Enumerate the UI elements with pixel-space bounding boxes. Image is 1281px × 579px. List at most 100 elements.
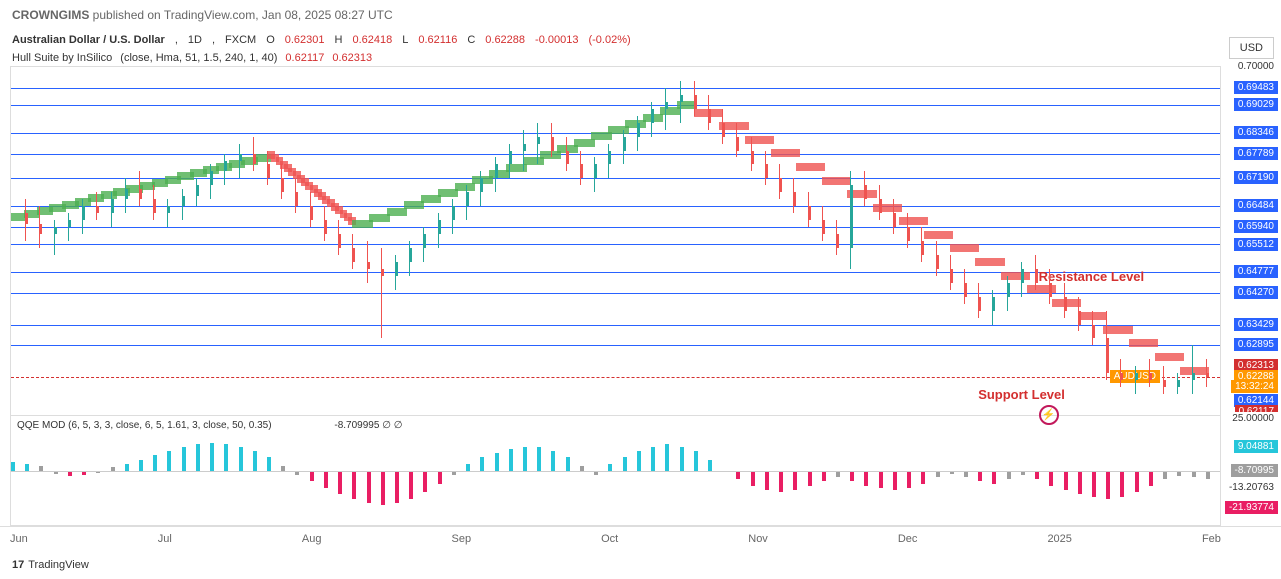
hull-band	[950, 244, 979, 252]
main-chart[interactable]: USD 0.700000.694830.690290.683460.677890…	[10, 66, 1221, 416]
hull-band	[822, 177, 851, 185]
qqe-axis-label: -21.93774	[1225, 501, 1278, 514]
candle-body	[182, 196, 185, 206]
qqe-bar	[623, 457, 627, 470]
candle-body	[239, 154, 242, 161]
qqe-pane[interactable]: QQE MOD (6, 5, 3, 3, close, 6, 5, 1.61, …	[10, 416, 1221, 526]
qqe-bar	[751, 471, 755, 486]
exchange: FXCM	[225, 34, 256, 46]
candle-body	[1021, 269, 1024, 283]
candle-body	[594, 164, 597, 178]
annotation-text: Support Level	[978, 387, 1065, 402]
qqe-axis-label: -8.70995	[1231, 464, 1278, 477]
candle-body	[1064, 297, 1067, 311]
price-level-label: 0.62895	[1234, 338, 1278, 351]
candle-body	[338, 234, 341, 248]
candle-body	[1192, 373, 1195, 380]
candle-body	[310, 206, 313, 220]
candle-body	[167, 206, 170, 213]
qqe-bar	[509, 449, 513, 471]
candle-body	[523, 144, 526, 151]
price-level-label: 13:32:24	[1231, 380, 1278, 393]
candle-wick	[68, 213, 69, 241]
qqe-name: QQE MOD	[17, 420, 65, 431]
annotation-text: Resistance Level	[1039, 269, 1145, 284]
qqe-bar	[153, 455, 157, 470]
l-value: 0.62116	[418, 34, 457, 46]
hull-band	[873, 204, 902, 212]
qqe-bar	[736, 471, 740, 480]
candle-body	[850, 185, 853, 248]
candle-body	[722, 123, 725, 137]
qqe-bar	[196, 444, 200, 470]
qqe-bar	[381, 471, 385, 506]
candle-body	[495, 164, 498, 178]
time-tick: Dec	[898, 533, 918, 545]
candle-body	[68, 220, 71, 227]
l-label: L	[402, 34, 408, 46]
candle-body	[224, 161, 227, 171]
qqe-bar	[167, 451, 171, 471]
candle-wick	[665, 88, 666, 130]
qqe-bar	[495, 453, 499, 470]
qqe-bar	[367, 471, 371, 504]
qqe-bar	[651, 447, 655, 471]
candle-body	[936, 255, 939, 269]
candle-body	[25, 213, 28, 223]
candle-body	[452, 206, 455, 220]
candle-body	[1078, 311, 1081, 325]
candle-body	[54, 227, 57, 234]
candle-body	[125, 189, 128, 199]
horizontal-line	[11, 293, 1220, 294]
horizontal-line	[11, 206, 1220, 207]
candle-body	[964, 283, 967, 297]
candle-body	[1007, 283, 1010, 297]
qqe-bar	[395, 471, 399, 504]
candle-body	[808, 206, 811, 220]
candle-body	[950, 269, 953, 283]
candle-body	[367, 262, 370, 269]
change-pct: (-0.02%)	[588, 34, 630, 46]
qqe-header: QQE MOD (6, 5, 3, 3, close, 6, 5, 1.61, …	[17, 420, 402, 431]
candle-body	[1120, 373, 1123, 380]
price-axis[interactable]: 0.700000.694830.690290.683460.677890.671…	[1223, 67, 1278, 415]
hull-v2: 0.62313	[332, 52, 372, 64]
time-tick: Nov	[748, 533, 768, 545]
publish-date: Jan 08, 2025 08:27 UTC	[262, 8, 393, 22]
qqe-bar	[1206, 471, 1210, 480]
candle-body	[921, 241, 924, 255]
price-level-label: 0.69029	[1234, 98, 1278, 111]
hull-band	[1103, 326, 1132, 334]
candle-body	[992, 297, 995, 311]
qqe-bar	[694, 451, 698, 471]
candle-body	[96, 206, 99, 213]
candle-body	[480, 178, 483, 192]
candle-body	[423, 234, 426, 248]
hull-band	[1129, 339, 1158, 347]
qqe-bar	[139, 460, 143, 471]
qqe-axis[interactable]: 25.000009.04881-8.70995-13.20763-21.9377…	[1223, 416, 1278, 525]
candle-body	[253, 154, 256, 164]
qqe-bar	[665, 444, 669, 470]
candle-body	[836, 234, 839, 248]
candle-body	[751, 151, 754, 165]
qqe-bar	[893, 471, 897, 491]
candle-wick	[1192, 345, 1193, 394]
qqe-bar	[793, 471, 797, 491]
h-label: H	[335, 34, 343, 46]
c-value: 0.62288	[485, 34, 525, 46]
hull-band	[975, 258, 1004, 266]
qqe-bar	[1007, 471, 1011, 480]
qqe-zero-line	[11, 471, 1220, 472]
time-axis[interactable]: JunJulAugSepOctNovDec2025Feb	[0, 526, 1281, 551]
candle-body	[680, 95, 683, 102]
candle-body	[381, 269, 384, 276]
qqe-axis-label: 25.00000	[1228, 412, 1278, 425]
qqe-bar	[310, 471, 314, 482]
qqe-bar	[879, 471, 883, 488]
hull-band	[771, 149, 800, 157]
time-tick: Jul	[158, 533, 172, 545]
candle-body	[1149, 373, 1152, 380]
candle-body	[466, 192, 469, 206]
candle-body	[352, 248, 355, 262]
